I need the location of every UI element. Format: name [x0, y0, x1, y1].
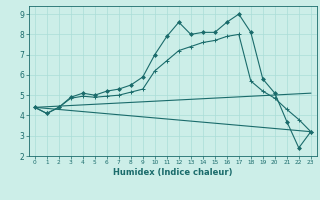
- X-axis label: Humidex (Indice chaleur): Humidex (Indice chaleur): [113, 168, 233, 177]
